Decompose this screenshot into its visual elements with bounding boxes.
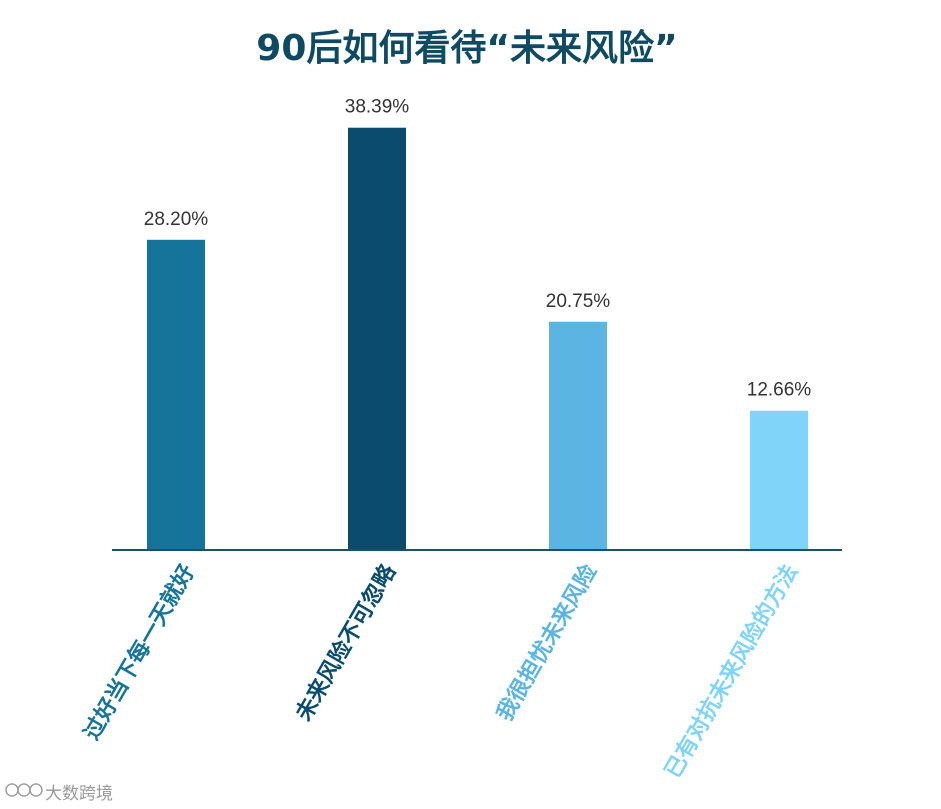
category-label-2: 未来风险不可忽略 — [291, 559, 402, 725]
bar-4 — [750, 410, 808, 550]
bar-1 — [147, 239, 205, 551]
value-label-2: 38.39% — [345, 97, 410, 118]
chart-title: 90后如何看待“未来风险” — [256, 28, 677, 69]
watermark: 大数跨境 — [5, 783, 113, 804]
bar-3 — [549, 321, 607, 550]
value-label-4: 12.66% — [747, 380, 812, 401]
value-label-3: 20.75% — [546, 291, 611, 312]
category-label-1: 过好当下每一天就好 — [79, 560, 201, 744]
value-label-1: 28.20% — [144, 209, 209, 230]
category-label-4: 已有对抗未来风险的方法 — [660, 560, 804, 783]
bars-layer — [147, 127, 808, 551]
watermark-logo-icon — [5, 783, 43, 797]
watermark-text: 大数跨境 — [45, 784, 113, 804]
bar-2 — [348, 127, 406, 551]
category-label-3: 我很担忧未来风险 — [492, 559, 603, 725]
